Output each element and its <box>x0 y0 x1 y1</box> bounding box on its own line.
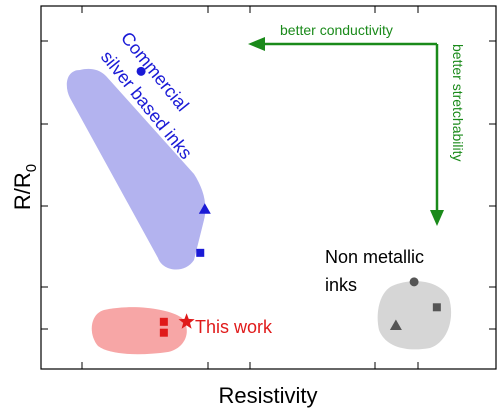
axis-ticks <box>41 6 496 369</box>
group-2-circle-marker <box>409 277 419 287</box>
group-1-star-marker <box>178 313 195 329</box>
group-1-square-marker <box>159 328 168 337</box>
group-2-square-marker <box>432 303 441 312</box>
non-metallic-label-line1: Non metallic <box>325 247 424 267</box>
group-0-circle-marker <box>136 66 146 76</box>
direction-arrows: better conductivity better stretchabilit… <box>248 22 466 226</box>
y-axis-label: R/R0 <box>10 164 40 210</box>
non-metallic-label-line2: inks <box>325 275 357 295</box>
x-axis-label: Resistivity <box>218 383 317 408</box>
this-work-label: This work <box>195 317 273 337</box>
svg-text:R/R0: R/R0 <box>10 164 40 210</box>
y-axis-label-subscript: 0 <box>23 164 40 172</box>
y-axis-label-main: R/R <box>10 172 35 210</box>
data-markers <box>136 66 441 337</box>
better-stretchability-label: better stretchability <box>450 44 466 162</box>
group-0-square-marker <box>196 248 205 257</box>
plot-frame <box>40 5 497 370</box>
better-conductivity-label: better conductivity <box>280 22 393 38</box>
group-2-triangle-marker <box>389 319 402 330</box>
commercial-inks-region <box>66 68 206 270</box>
this-work-region <box>91 307 187 355</box>
vertical-arrowhead <box>430 210 444 226</box>
horizontal-arrowhead <box>248 37 265 51</box>
non-metallic-inks-region <box>377 281 452 350</box>
group-1-square-marker <box>159 317 168 326</box>
group-0-triangle-marker <box>198 203 211 214</box>
